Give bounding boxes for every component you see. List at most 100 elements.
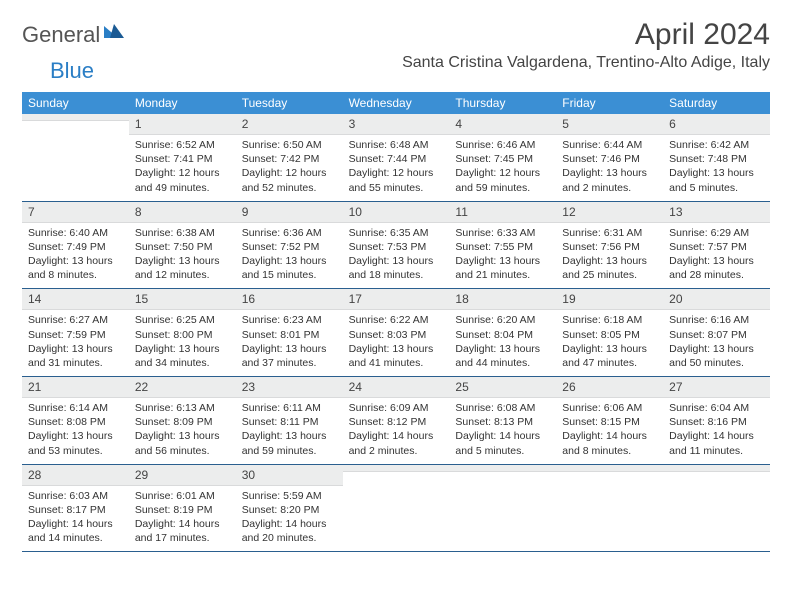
week-row: 1Sunrise: 6:52 AMSunset: 7:41 PMDaylight… <box>22 114 770 202</box>
day-details: Sunrise: 6:42 AMSunset: 7:48 PMDaylight:… <box>663 135 770 201</box>
day-number-row: 16 <box>236 289 343 310</box>
sunset-text: Sunset: 8:05 PM <box>562 328 657 342</box>
day-details: Sunrise: 6:08 AMSunset: 8:13 PMDaylight:… <box>449 398 556 464</box>
day-cell: 11Sunrise: 6:33 AMSunset: 7:55 PMDayligh… <box>449 202 556 289</box>
day-details: Sunrise: 6:48 AMSunset: 7:44 PMDaylight:… <box>343 135 450 201</box>
logo-triangle-icon <box>104 22 126 45</box>
daylight-text: Daylight: 12 hours and 52 minutes. <box>242 166 337 194</box>
day-cell: 25Sunrise: 6:08 AMSunset: 8:13 PMDayligh… <box>449 377 556 464</box>
day-cell: 30Sunrise: 5:59 AMSunset: 8:20 PMDayligh… <box>236 465 343 552</box>
month-title: April 2024 <box>402 18 770 52</box>
sunrise-text: Sunrise: 6:18 AM <box>562 313 657 327</box>
day-cell <box>343 465 450 552</box>
sunset-text: Sunset: 7:50 PM <box>135 240 230 254</box>
day-number: 6 <box>663 114 770 134</box>
day-details: Sunrise: 6:46 AMSunset: 7:45 PMDaylight:… <box>449 135 556 201</box>
dow-tuesday: Tuesday <box>236 92 343 114</box>
day-cell: 22Sunrise: 6:13 AMSunset: 8:09 PMDayligh… <box>129 377 236 464</box>
day-details: Sunrise: 6:06 AMSunset: 8:15 PMDaylight:… <box>556 398 663 464</box>
day-cell: 8 Sunrise: 6:38 AMSunset: 7:50 PMDaylight… <box>129 202 236 289</box>
sunrise-text: Sunrise: 6:35 AM <box>349 226 444 240</box>
daylight-text: Daylight: 12 hours and 49 minutes. <box>135 166 230 194</box>
day-number-row: 25 <box>449 377 556 398</box>
daylight-text: Daylight: 13 hours and 44 minutes. <box>455 342 550 370</box>
day-number: 16 <box>236 289 343 309</box>
day-number: 8 <box>129 202 236 222</box>
day-number-row: 7 <box>22 202 129 223</box>
daylight-text: Daylight: 13 hours and 12 minutes. <box>135 254 230 282</box>
sunrise-text: Sunrise: 6:09 AM <box>349 401 444 415</box>
day-number-row: 6 <box>663 114 770 135</box>
day-cell: 2Sunrise: 6:50 AMSunset: 7:42 PMDaylight… <box>236 114 343 201</box>
day-cell: 28Sunrise: 6:03 AMSunset: 8:17 PMDayligh… <box>22 465 129 552</box>
sunset-text: Sunset: 8:13 PM <box>455 415 550 429</box>
day-number: 22 <box>129 377 236 397</box>
day-number: 20 <box>663 289 770 309</box>
day-details: Sunrise: 6:27 AMSunset: 7:59 PMDaylight:… <box>22 310 129 376</box>
day-details: Sunrise: 5:59 AMSunset: 8:20 PMDaylight:… <box>236 486 343 552</box>
day-number-row: 8 <box>129 202 236 223</box>
day-number: 19 <box>556 289 663 309</box>
sunset-text: Sunset: 7:53 PM <box>349 240 444 254</box>
day-number: 10 <box>343 202 450 222</box>
daylight-text: Daylight: 13 hours and 34 minutes. <box>135 342 230 370</box>
day-details: Sunrise: 6:03 AMSunset: 8:17 PMDaylight:… <box>22 486 129 552</box>
sunset-text: Sunset: 7:59 PM <box>28 328 123 342</box>
sunset-text: Sunset: 7:55 PM <box>455 240 550 254</box>
day-number-row: 22 <box>129 377 236 398</box>
day-cell: 27Sunrise: 6:04 AMSunset: 8:16 PMDayligh… <box>663 377 770 464</box>
day-cell <box>663 465 770 552</box>
sunset-text: Sunset: 7:49 PM <box>28 240 123 254</box>
day-number-row: 5 <box>556 114 663 135</box>
day-number: 28 <box>22 465 129 485</box>
calendar-grid: Sunday Monday Tuesday Wednesday Thursday… <box>22 92 770 552</box>
sunset-text: Sunset: 8:00 PM <box>135 328 230 342</box>
day-cell: 26Sunrise: 6:06 AMSunset: 8:15 PMDayligh… <box>556 377 663 464</box>
dow-sunday: Sunday <box>22 92 129 114</box>
day-number: 12 <box>556 202 663 222</box>
day-number-row: 12 <box>556 202 663 223</box>
day-number: 17 <box>343 289 450 309</box>
day-number-row <box>663 465 770 472</box>
day-cell: 4Sunrise: 6:46 AMSunset: 7:45 PMDaylight… <box>449 114 556 201</box>
sunrise-text: Sunrise: 6:23 AM <box>242 313 337 327</box>
sunrise-text: Sunrise: 6:06 AM <box>562 401 657 415</box>
day-cell: 21Sunrise: 6:14 AMSunset: 8:08 PMDayligh… <box>22 377 129 464</box>
dow-wednesday: Wednesday <box>343 92 450 114</box>
daylight-text: Daylight: 12 hours and 55 minutes. <box>349 166 444 194</box>
day-number-row: 14 <box>22 289 129 310</box>
daylight-text: Daylight: 13 hours and 50 minutes. <box>669 342 764 370</box>
day-details: Sunrise: 6:23 AMSunset: 8:01 PMDaylight:… <box>236 310 343 376</box>
sunrise-text: Sunrise: 6:11 AM <box>242 401 337 415</box>
weeks-container: 1Sunrise: 6:52 AMSunset: 7:41 PMDaylight… <box>22 114 770 552</box>
day-number: 14 <box>22 289 129 309</box>
day-number-row: 15 <box>129 289 236 310</box>
day-number: 1 <box>129 114 236 134</box>
calendar-page: General April 2024 Santa Cristina Valgar… <box>0 0 792 562</box>
day-details: Sunrise: 6:14 AMSunset: 8:08 PMDaylight:… <box>22 398 129 464</box>
dow-saturday: Saturday <box>663 92 770 114</box>
day-number-row: 27 <box>663 377 770 398</box>
day-details: Sunrise: 6:09 AMSunset: 8:12 PMDaylight:… <box>343 398 450 464</box>
day-cell: 19Sunrise: 6:18 AMSunset: 8:05 PMDayligh… <box>556 289 663 376</box>
sunset-text: Sunset: 8:16 PM <box>669 415 764 429</box>
day-details: Sunrise: 6:16 AMSunset: 8:07 PMDaylight:… <box>663 310 770 376</box>
daylight-text: Daylight: 13 hours and 59 minutes. <box>242 429 337 457</box>
day-details: Sunrise: 6:44 AMSunset: 7:46 PMDaylight:… <box>556 135 663 201</box>
day-number: 15 <box>129 289 236 309</box>
day-details: Sunrise: 6:35 AMSunset: 7:53 PMDaylight:… <box>343 223 450 289</box>
day-cell: 20Sunrise: 6:16 AMSunset: 8:07 PMDayligh… <box>663 289 770 376</box>
sunset-text: Sunset: 7:45 PM <box>455 152 550 166</box>
daylight-text: Daylight: 13 hours and 37 minutes. <box>242 342 337 370</box>
day-number: 9 <box>236 202 343 222</box>
sunrise-text: Sunrise: 6:38 AM <box>135 226 230 240</box>
day-details: Sunrise: 6:33 AMSunset: 7:55 PMDaylight:… <box>449 223 556 289</box>
day-details: Sunrise: 6:36 AMSunset: 7:52 PMDaylight:… <box>236 223 343 289</box>
day-cell: 9Sunrise: 6:36 AMSunset: 7:52 PMDaylight… <box>236 202 343 289</box>
day-number-row: 9 <box>236 202 343 223</box>
day-details: Sunrise: 6:29 AMSunset: 7:57 PMDaylight:… <box>663 223 770 289</box>
daylight-text: Daylight: 14 hours and 20 minutes. <box>242 517 337 545</box>
sunset-text: Sunset: 7:56 PM <box>562 240 657 254</box>
day-cell: 15Sunrise: 6:25 AMSunset: 8:00 PMDayligh… <box>129 289 236 376</box>
day-details: Sunrise: 6:13 AMSunset: 8:09 PMDaylight:… <box>129 398 236 464</box>
